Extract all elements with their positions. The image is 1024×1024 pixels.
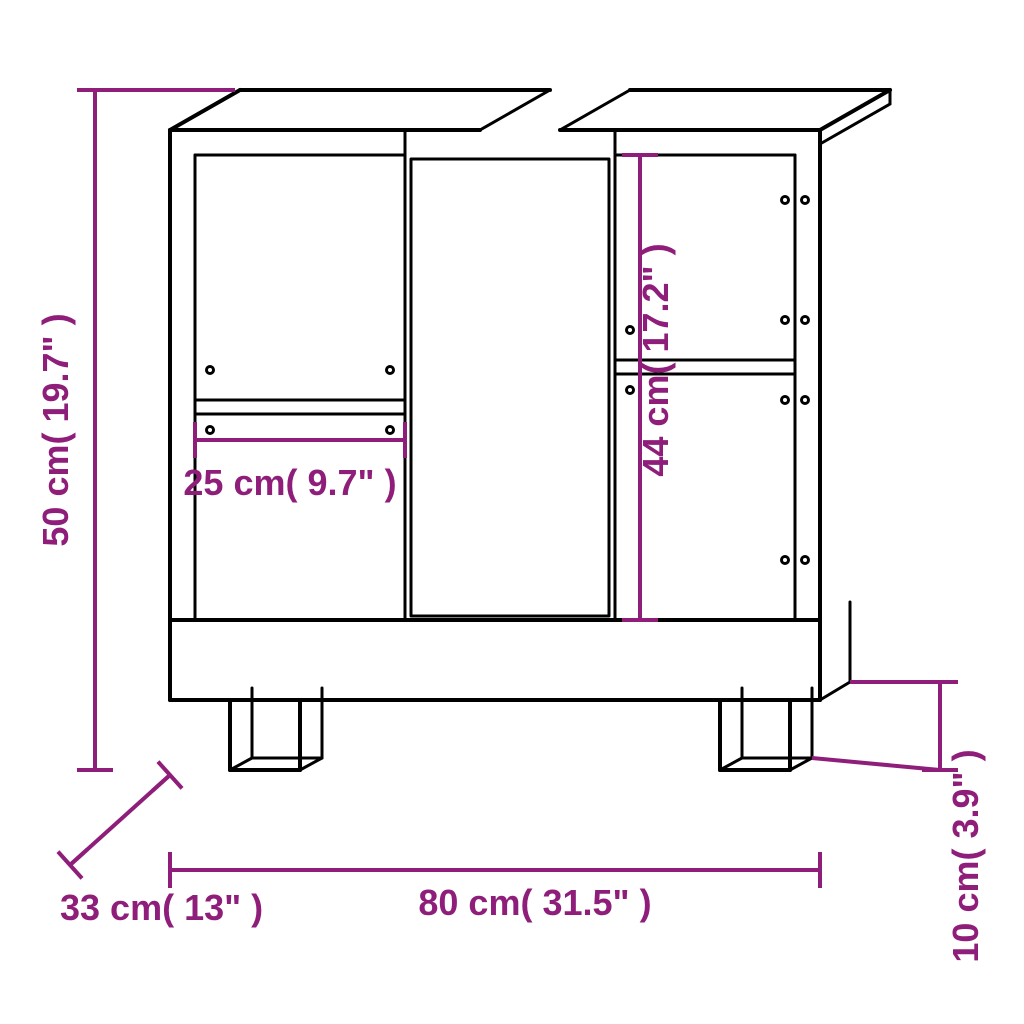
dimension-label: 25 cm( 9.7" ) — [183, 462, 396, 503]
furniture-dimension-diagram: 50 cm( 19.7" ) 44 cm( 17.2" ) 25 cm( 9.7" … — [0, 0, 1024, 1024]
dimension-label: 44 cm( 17.2" ) — [635, 243, 676, 476]
dimension-label: 50 cm( 19.7" ) — [35, 313, 76, 546]
dimension-label: 33 cm( 13" ) — [60, 887, 263, 928]
dimension-label: 10 cm( 3.9" ) — [945, 749, 986, 962]
dimension-label: 80 cm( 31.5" ) — [418, 882, 651, 923]
